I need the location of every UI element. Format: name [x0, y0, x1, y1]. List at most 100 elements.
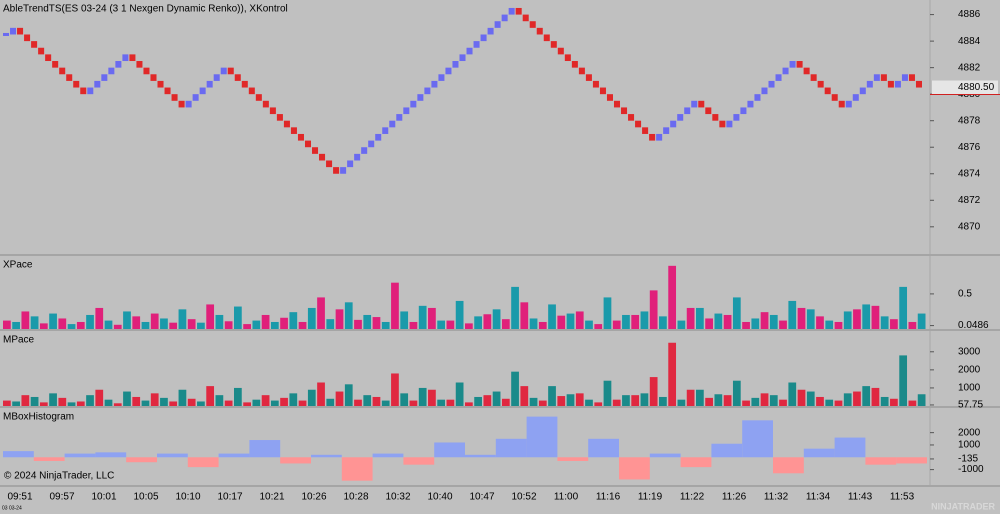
renko-brick: [164, 87, 171, 95]
instrument-tag: 03 03-24: [2, 505, 22, 511]
box-bar: [372, 453, 404, 458]
renko-brick: [663, 127, 670, 134]
bar: [344, 384, 353, 406]
bar: [3, 400, 11, 406]
renko-brick: [143, 67, 150, 75]
renko-brick: [838, 100, 845, 108]
bar: [317, 382, 325, 406]
x-tick-label: 10:26: [301, 492, 326, 503]
bar: [511, 371, 519, 406]
bar: [326, 319, 335, 329]
bar: [779, 320, 787, 329]
bar: [751, 318, 760, 329]
x-tick-label: 11:00: [554, 492, 579, 503]
x-tick-label: 11:53: [890, 492, 915, 503]
renko-brick: [691, 100, 698, 108]
bar: [418, 305, 427, 329]
bar: [465, 323, 473, 329]
bar: [215, 314, 224, 329]
bar: [529, 397, 538, 406]
panel-title: MBoxHistogram: [3, 412, 74, 423]
renko-brick: [87, 87, 94, 95]
bar: [622, 395, 630, 406]
bar: [585, 320, 593, 329]
bar: [215, 395, 224, 406]
renko-brick: [803, 67, 810, 75]
renko-brick: [880, 74, 887, 81]
y-tick-label: 4874: [958, 168, 981, 179]
bar: [335, 391, 344, 406]
renko-brick: [290, 127, 297, 134]
bar: [511, 286, 519, 329]
y-tick-label: 57.75: [958, 400, 983, 411]
bar: [289, 393, 298, 406]
bar: [880, 396, 889, 406]
bar: [548, 304, 556, 329]
x-tick-label: 11:26: [722, 492, 747, 503]
y-tick-label: 4872: [958, 195, 981, 206]
bar: [742, 400, 750, 406]
x-tick-label: 10:17: [217, 492, 242, 503]
bar: [132, 316, 141, 329]
x-tick-label: 10:40: [427, 492, 452, 503]
bar: [224, 400, 233, 406]
renko-brick: [52, 61, 59, 68]
bar: [160, 397, 168, 406]
bar: [705, 318, 713, 329]
last-price-label: 4880.50: [958, 82, 995, 93]
bar: [243, 402, 251, 406]
bar: [12, 321, 20, 329]
x-tick-label: 10:47: [469, 492, 494, 503]
renko-brick: [866, 80, 873, 88]
bar: [58, 318, 67, 329]
bar: [696, 307, 704, 329]
renko-brick: [38, 47, 45, 55]
renko-brick: [178, 100, 185, 108]
bar: [400, 393, 409, 406]
bar: [566, 394, 575, 406]
renko-brick: [31, 41, 38, 48]
bar: [391, 282, 399, 329]
bar: [49, 313, 57, 329]
bar: [104, 320, 113, 329]
y-tick-label: 3000: [958, 346, 981, 357]
bar: [622, 314, 630, 329]
bar: [455, 300, 464, 329]
y-tick-label: 4870: [958, 221, 981, 232]
renko-brick: [754, 94, 761, 101]
bar: [95, 389, 104, 406]
bar: [538, 400, 547, 406]
renko-brick: [220, 67, 227, 75]
bar: [742, 321, 750, 329]
renko-brick: [592, 80, 599, 88]
renko-brick: [508, 7, 515, 15]
bar: [594, 324, 603, 329]
bar: [649, 377, 658, 406]
renko-brick: [333, 167, 340, 174]
bar: [150, 393, 159, 406]
bar: [677, 399, 686, 406]
y-tick-label: 4876: [958, 142, 981, 153]
renko-brick: [761, 87, 768, 95]
renko-brick: [73, 80, 80, 88]
y-tick-label: 4878: [958, 115, 981, 126]
renko-brick: [578, 67, 585, 75]
bar: [437, 320, 446, 329]
bar: [381, 400, 390, 406]
box-bar: [680, 457, 712, 468]
renko-brick: [698, 100, 705, 108]
box-bar: [557, 457, 589, 461]
bar: [705, 397, 713, 406]
renko-brick: [375, 133, 382, 141]
bar: [714, 313, 723, 329]
bar: [261, 314, 270, 329]
bar: [723, 395, 732, 406]
bar: [631, 395, 640, 406]
bar: [575, 311, 584, 329]
x-tick-label: 10:28: [343, 492, 368, 503]
renko-brick: [768, 80, 775, 88]
renko-brick: [473, 41, 480, 48]
bar: [30, 396, 39, 406]
bar: [677, 320, 686, 329]
renko-brick: [382, 127, 389, 134]
